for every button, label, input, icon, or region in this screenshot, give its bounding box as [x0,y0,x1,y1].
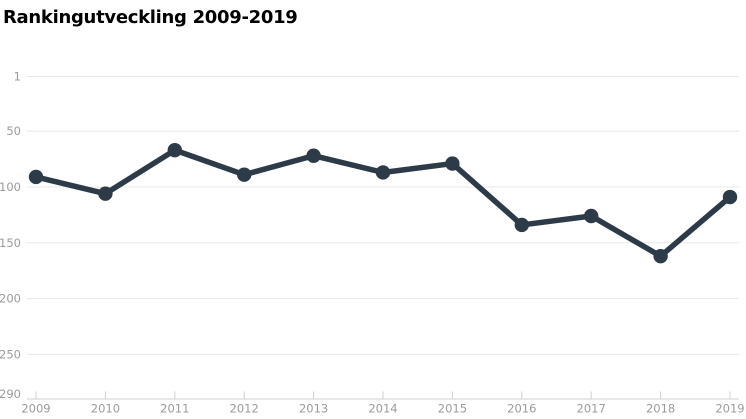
data-point-2010[interactable] [98,186,113,201]
y-axis-tick-label: 290 [0,387,21,401]
x-axis-tick-label: 2016 [507,402,536,416]
data-point-2009[interactable] [28,169,44,185]
y-axis-tick-label: 50 [6,124,21,138]
data-point-2011[interactable] [167,142,182,158]
y-axis-tick-label: 100 [0,180,21,194]
data-point-2018[interactable] [653,248,668,264]
x-axis-tick-label: 2012 [230,402,259,416]
x-axis-tick-label: 2019 [715,402,744,416]
x-axis-tick-label: 2018 [646,402,675,416]
x-axis-tick-label: 2011 [160,402,189,416]
x-axis-tick-label: 2014 [368,402,397,416]
x-axis-tick-label: 2009 [21,402,50,416]
x-axis-tick-label: 2015 [438,402,467,416]
y-axis-tick-label: 250 [0,347,21,361]
data-point-2013[interactable] [306,148,321,163]
x-axis-tick-label: 2017 [577,402,606,416]
y-axis-tick-label: 1 [14,70,21,84]
data-point-2017[interactable] [584,208,599,224]
data-point-2016[interactable] [514,217,529,233]
data-point-2019[interactable] [722,189,738,205]
y-axis-tick-label: 150 [0,236,21,250]
data-point-2012[interactable] [237,167,252,182]
x-axis-tick-label: 2010 [91,402,120,416]
y-axis-tick-label: 200 [0,292,21,306]
x-axis-tick-label: 2013 [299,402,328,416]
chart-title: Rankingutveckling 2009-2019 [3,7,298,28]
data-point-2015[interactable] [445,156,460,171]
data-point-2014[interactable] [375,165,391,180]
